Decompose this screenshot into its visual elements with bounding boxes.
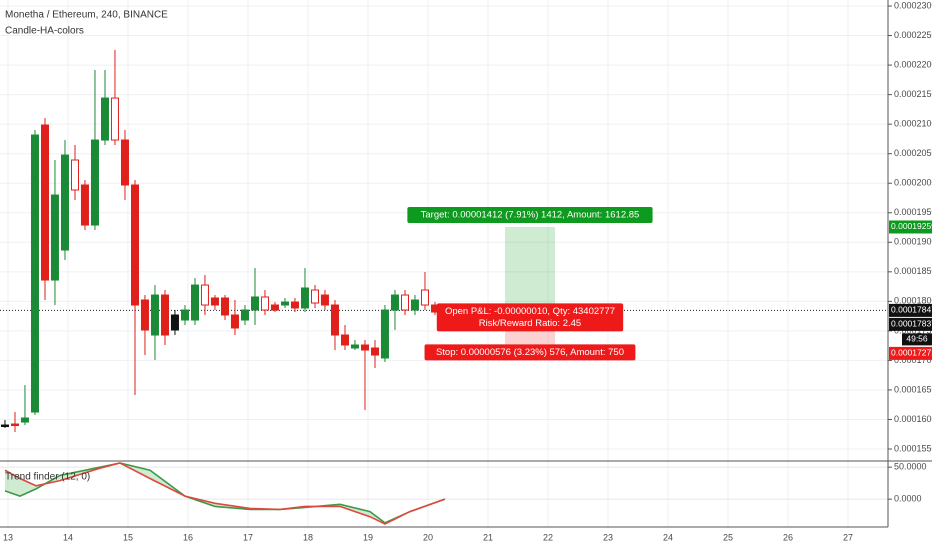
position-label: Risk/Reward Ratio: 2.45 xyxy=(479,318,581,329)
y-tick-label: 0.00023000 xyxy=(894,0,932,10)
x-tick-label: 13 xyxy=(3,532,13,542)
candle-body xyxy=(41,124,49,281)
candle-body xyxy=(20,417,29,423)
candle-body xyxy=(380,309,389,359)
candle-body xyxy=(140,299,149,331)
candle-body xyxy=(230,314,239,329)
price-tag-label: 0.00017271 xyxy=(891,348,932,358)
y-tick-label: 0.00019500 xyxy=(894,207,932,217)
price-tag-label: 0.00019259 xyxy=(891,221,932,231)
y-tick-label: 0.00021000 xyxy=(894,119,932,129)
candle-body xyxy=(50,194,59,281)
y-tick-label: 0.00020500 xyxy=(894,148,932,158)
candle-body xyxy=(270,304,279,311)
y-tick-label: 0.00016000 xyxy=(894,414,932,424)
candle-body xyxy=(11,423,19,427)
countdown: 49:56 xyxy=(906,334,928,344)
candle-body xyxy=(170,314,179,331)
x-tick-label: 25 xyxy=(723,532,733,542)
x-tick-label: 27 xyxy=(843,532,853,542)
candle-body xyxy=(360,344,369,351)
candle-body xyxy=(191,284,199,321)
candle-body xyxy=(221,297,229,316)
target-zone xyxy=(504,226,555,311)
x-tick-label: 17 xyxy=(243,532,253,542)
y-tick-label: 0.0000 xyxy=(894,494,922,504)
position-label: Target: 0.00001412 (7.91%) 1412, Amount:… xyxy=(421,210,640,221)
candle-body xyxy=(161,294,169,336)
y-tick-label: 0.00022500 xyxy=(894,30,932,40)
candle-body xyxy=(30,134,39,413)
x-tick-label: 15 xyxy=(123,532,133,542)
candle-body xyxy=(200,284,209,306)
y-tick-label: 0.00022000 xyxy=(894,59,932,69)
candle-body xyxy=(311,289,319,304)
candle-body xyxy=(131,184,139,306)
candle-body xyxy=(390,294,399,311)
candle-body xyxy=(150,294,159,336)
candle-body xyxy=(80,184,89,226)
x-tick-label: 26 xyxy=(783,532,793,542)
candle-body xyxy=(341,334,349,346)
y-tick-label: 50.0000 xyxy=(894,462,927,472)
price-tag-label: 0.00017847 xyxy=(891,305,932,315)
candle-body xyxy=(290,301,299,309)
y-tick-label: 0.00021500 xyxy=(894,89,932,99)
candle-body xyxy=(320,294,329,306)
x-tick-label: 18 xyxy=(303,532,313,542)
candle-body xyxy=(60,154,69,251)
x-tick-label: 23 xyxy=(603,532,613,542)
candle-body xyxy=(260,296,269,311)
position-label-box xyxy=(407,206,653,223)
x-tick-label: 20 xyxy=(423,532,433,542)
candle-body xyxy=(401,294,409,311)
candle-body xyxy=(371,347,379,356)
x-tick-label: 21 xyxy=(483,532,493,542)
y-tick-label: 0.00019000 xyxy=(894,237,932,247)
candle-body xyxy=(180,309,189,321)
candle-body xyxy=(101,97,109,141)
indicator-title: Trend finder (12, 0) xyxy=(5,472,90,483)
price-tag xyxy=(889,317,932,331)
candle-body xyxy=(300,287,309,309)
x-tick-label: 22 xyxy=(543,532,553,542)
position-label-box xyxy=(436,303,624,332)
x-tick-label: 19 xyxy=(363,532,373,542)
y-tick-label: 0.00016500 xyxy=(894,384,932,394)
price-tag xyxy=(889,220,932,234)
position-label: Stop: 0.00000576 (3.23%) 576, Amount: 75… xyxy=(436,347,624,358)
y-tick-label: 0.00020000 xyxy=(894,178,932,188)
y-tick-label: 0.00015500 xyxy=(894,443,932,453)
price-tag xyxy=(889,346,932,360)
x-tick-label: 24 xyxy=(663,532,673,542)
y-tick-label: 0.00018500 xyxy=(894,266,932,276)
candle-body xyxy=(281,301,289,306)
candle-body xyxy=(210,297,219,306)
candle-body xyxy=(71,159,79,191)
x-tick-label: 14 xyxy=(63,532,73,542)
indicator-line xyxy=(4,462,446,525)
chart-title: Monetha / Ethereum, 240, BINANCE xyxy=(5,10,168,21)
chart-subtitle: Candle-HA-colors xyxy=(5,26,84,37)
countdown-box xyxy=(902,333,932,346)
candle-body xyxy=(0,424,9,428)
price-tag-label: 0.00017837 xyxy=(891,319,932,329)
price-tag xyxy=(889,303,932,317)
candle-body xyxy=(240,309,249,321)
indicator-line xyxy=(4,462,446,524)
candle-body xyxy=(251,296,259,311)
candle-body xyxy=(410,299,419,311)
y-tick-label: 0.00018000 xyxy=(894,296,932,306)
position-label: Open P&L: -0.00000010, Qty: 43402777 xyxy=(445,306,615,317)
candle-body xyxy=(330,304,339,336)
candle-body xyxy=(420,289,429,306)
candle-body xyxy=(90,139,99,226)
candle-body xyxy=(110,97,119,141)
candle-body xyxy=(350,344,359,349)
candle-body xyxy=(120,139,129,186)
position-label-box xyxy=(424,344,636,361)
x-tick-label: 16 xyxy=(183,532,193,542)
